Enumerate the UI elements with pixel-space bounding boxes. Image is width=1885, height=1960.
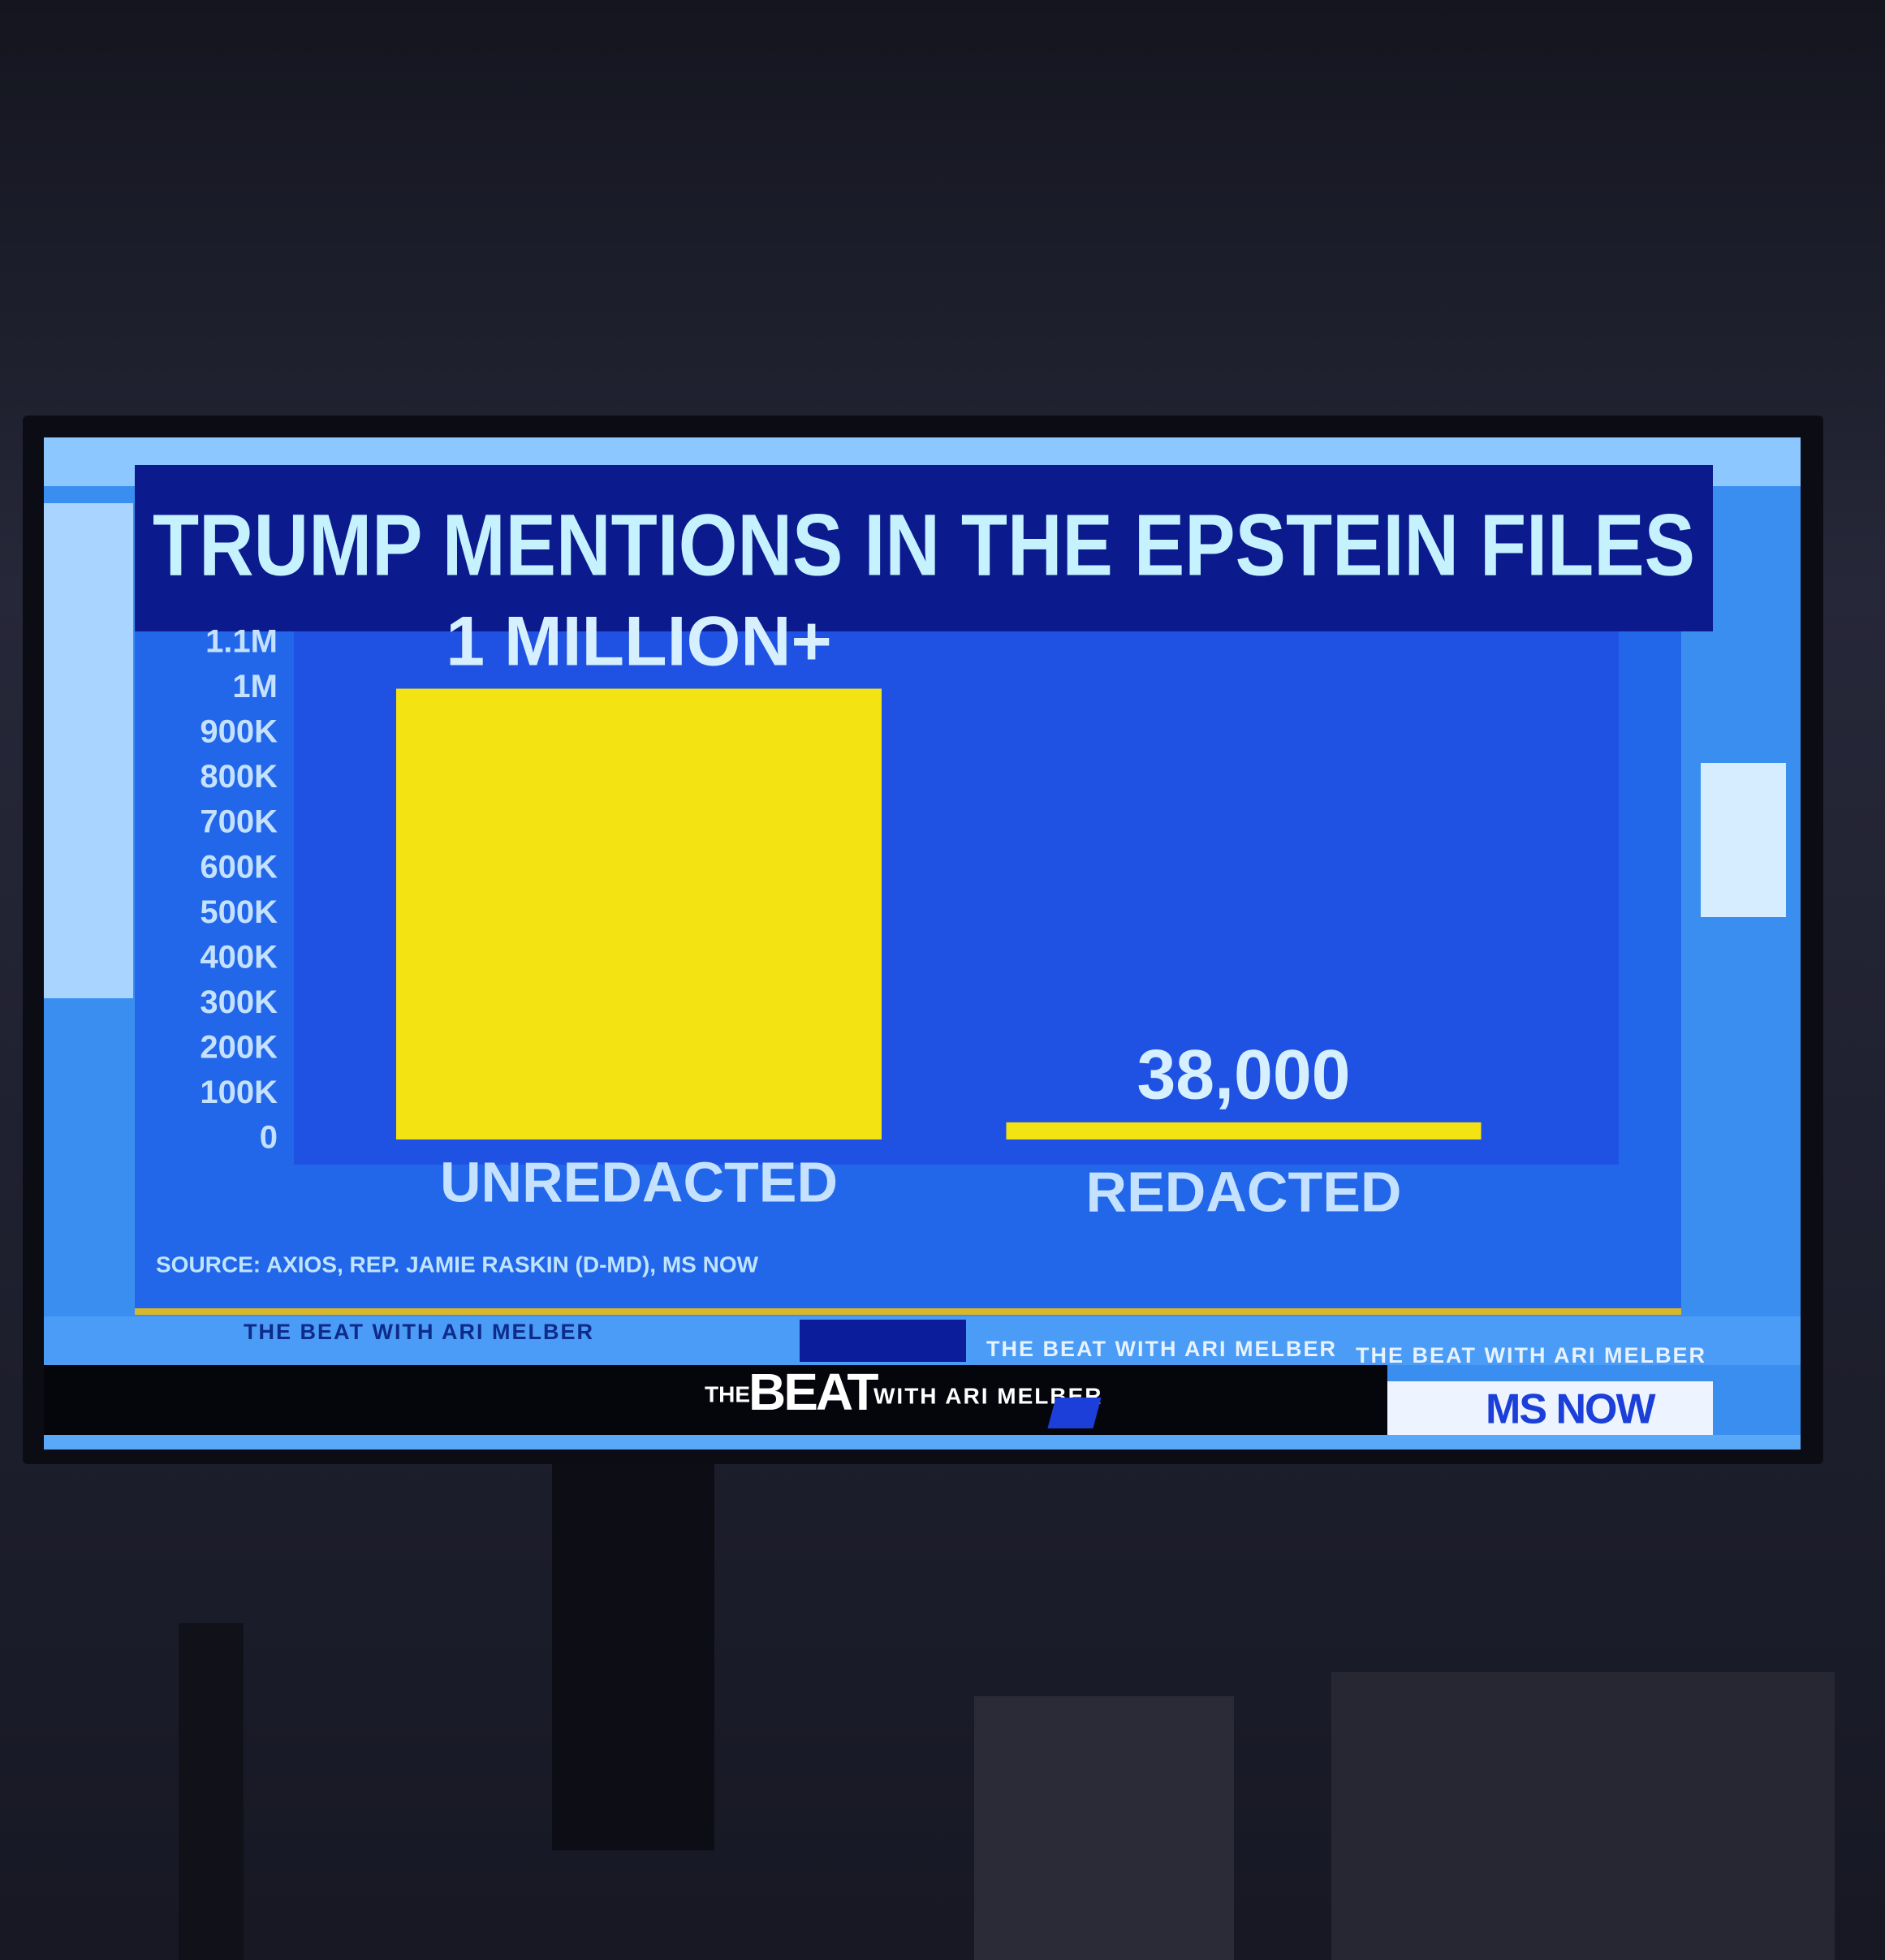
ticker-text: THE BEAT WITH ARI MELBER <box>244 1320 594 1344</box>
network-icon <box>1047 1398 1102 1428</box>
show-the: THE <box>705 1381 750 1406</box>
show-beat: BEAT <box>748 1363 878 1421</box>
object <box>179 1623 244 1960</box>
y-tick-label: 600K <box>200 849 278 885</box>
screen-band <box>44 1435 1801 1450</box>
y-tick-label: 900K <box>200 714 278 750</box>
bar <box>1006 1122 1482 1139</box>
y-tick-label: 200K <box>200 1029 278 1065</box>
y-tick-label: 0 <box>260 1120 278 1156</box>
value-label: 1 MILLION+ <box>446 602 831 680</box>
y-tick-label: 800K <box>200 759 278 795</box>
bar <box>396 688 882 1139</box>
y-tick-label: 100K <box>200 1075 278 1110</box>
chart-title: TRUMP MENTIONS IN THE EPSTEIN FILES <box>153 496 1695 594</box>
ticker-text: THE BEAT WITH ARI MELBER <box>986 1337 1337 1361</box>
show-bar <box>44 1365 1387 1435</box>
divider <box>135 1308 1681 1315</box>
x-tick-label: UNREDACTED <box>440 1150 838 1213</box>
screen-band <box>1701 763 1786 917</box>
network-box <box>1387 1381 1713 1445</box>
y-tick-label: 300K <box>200 984 278 1020</box>
y-tick-label: 1M <box>232 669 278 704</box>
y-tick-label: 400K <box>200 939 278 975</box>
tv-stand <box>552 1461 714 1850</box>
y-tick-label: 500K <box>200 894 278 930</box>
ticker-block <box>800 1320 966 1362</box>
value-label: 38,000 <box>1137 1036 1350 1114</box>
x-tick-label: REDACTED <box>1086 1160 1402 1223</box>
ticker-text: THE BEAT WITH ARI MELBER <box>1356 1343 1706 1368</box>
shelf <box>974 1696 1234 1960</box>
screen-band <box>44 503 133 998</box>
y-tick-label: 1.1M <box>205 624 278 660</box>
y-tick-label: 700K <box>200 804 278 840</box>
shelf <box>1331 1672 1835 1960</box>
title-bar <box>135 465 1713 631</box>
network-name: MS NOW <box>1486 1386 1656 1433</box>
source: SOURCE: AXIOS, REP. JAMIE RASKIN (D-MD),… <box>156 1251 759 1277</box>
